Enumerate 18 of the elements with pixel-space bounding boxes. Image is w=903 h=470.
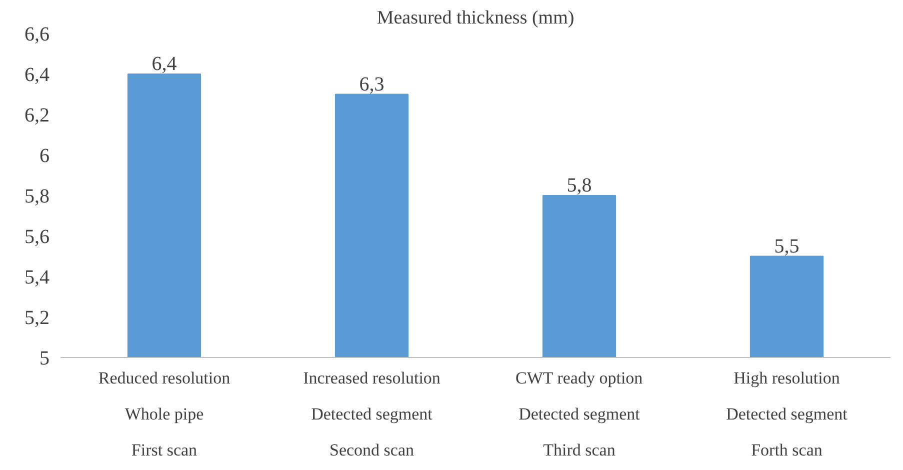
x-tick-label: High resolution Detected segment Forth scan [726,368,848,460]
x-tick-label: Increased resolution Detected segment Second scan [303,368,441,460]
data-label: 6,4 [152,53,177,75]
x-tick-label: Reduced resolution Whole pipe First scan [98,368,231,460]
y-tick-label: 6,2 [24,104,50,126]
data-label: 5,5 [774,235,800,258]
data-label: 5,8 [566,174,592,196]
chart-title: Measured thickness (mm) [376,8,574,28]
y-tick-label: 5,2 [24,307,50,329]
data-label: 6,3 [359,73,384,96]
y-tick-label: 5,4 [24,266,50,288]
y-tick-label: 6 [40,145,50,167]
y-tick-label: 6,6 [24,24,50,46]
y-tick-label: 6,4 [24,64,50,86]
y-tick-label: 5,8 [24,186,50,208]
y-tick-label: 5 [40,348,50,370]
y-tick-label: 5,6 [24,226,50,248]
x-tick-label: CWT ready option Detected segment Third scan [516,368,644,460]
